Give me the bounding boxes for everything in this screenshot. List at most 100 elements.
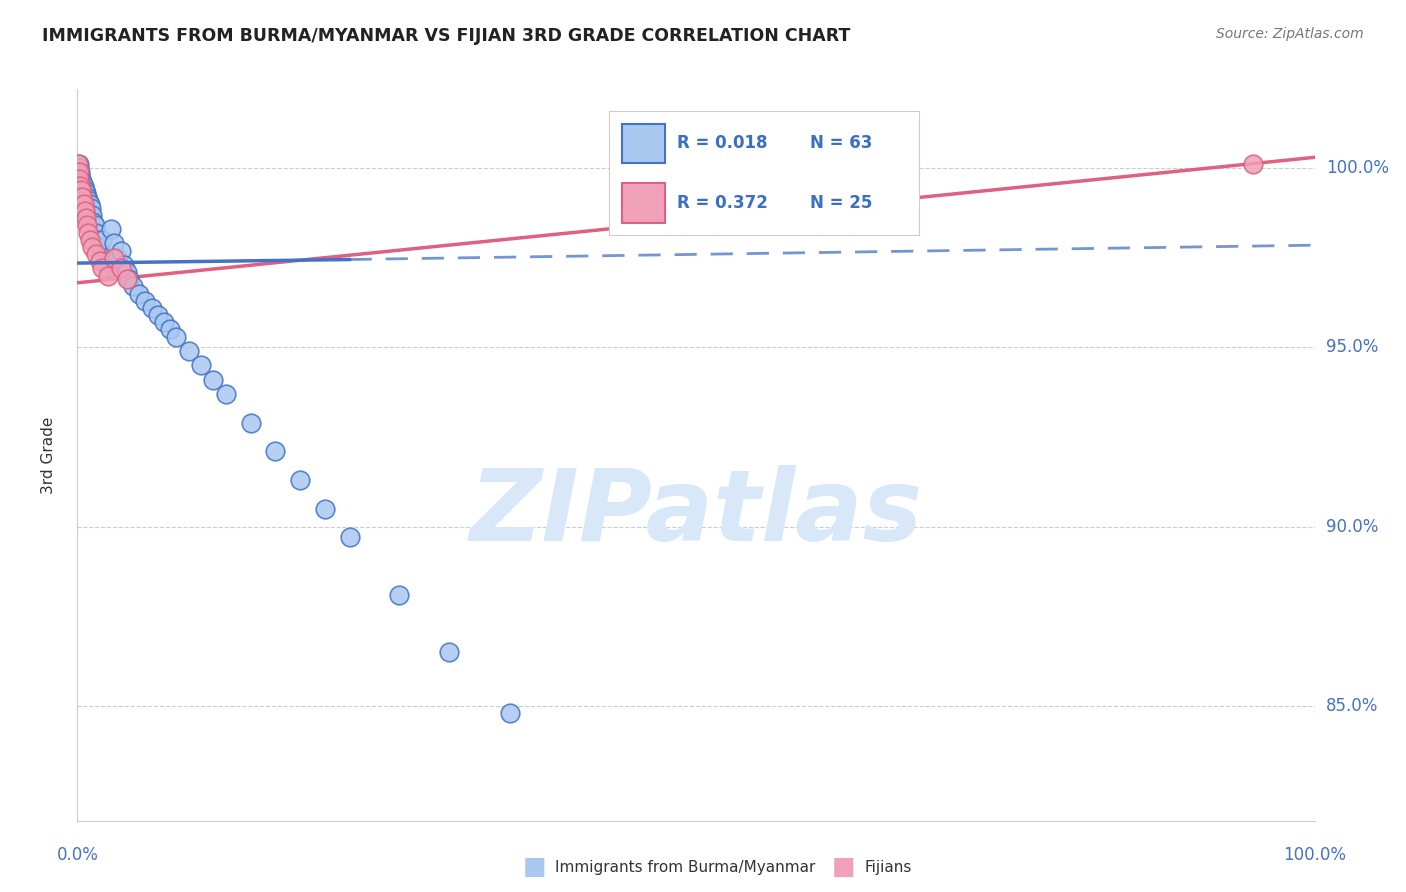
Text: ■: ■	[523, 855, 546, 879]
Point	[75, 201, 97, 215]
Point	[72, 190, 94, 204]
Point	[89, 254, 111, 268]
Point	[66, 157, 89, 171]
Point	[82, 215, 104, 229]
Point	[122, 279, 145, 293]
Point	[66, 164, 89, 178]
Point	[190, 359, 212, 373]
Point	[73, 197, 96, 211]
Point	[288, 473, 311, 487]
Point	[69, 176, 91, 190]
Point	[79, 197, 101, 211]
Bar	[621, 124, 665, 163]
Point	[134, 293, 156, 308]
Point	[105, 251, 128, 265]
Point	[202, 373, 225, 387]
Point	[76, 219, 98, 233]
Point	[165, 329, 187, 343]
Point	[91, 261, 114, 276]
Point	[69, 179, 91, 194]
Point	[100, 222, 122, 236]
Point	[86, 233, 108, 247]
Point	[67, 168, 90, 182]
Point	[69, 186, 91, 201]
Point	[70, 194, 93, 208]
Point	[79, 233, 101, 247]
Text: ■: ■	[832, 855, 855, 879]
Point	[73, 204, 96, 219]
Point	[110, 244, 132, 258]
Y-axis label: 3rd Grade: 3rd Grade	[42, 417, 56, 493]
Point	[93, 254, 115, 268]
Text: 95.0%: 95.0%	[1326, 338, 1378, 357]
Point	[239, 416, 262, 430]
Point	[128, 286, 150, 301]
Point	[339, 530, 361, 544]
Point	[499, 706, 522, 720]
Point	[82, 208, 104, 222]
Point	[77, 194, 100, 208]
Point	[91, 247, 114, 261]
Point	[72, 190, 94, 204]
Point	[103, 251, 125, 265]
Text: 90.0%: 90.0%	[1326, 517, 1378, 535]
Point	[67, 161, 90, 175]
Point	[70, 183, 93, 197]
Text: 0.0%: 0.0%	[56, 846, 98, 863]
Point	[67, 171, 90, 186]
Point	[783, 176, 806, 190]
Point	[153, 315, 176, 329]
Point	[1241, 157, 1264, 171]
Point	[83, 219, 105, 233]
Point	[80, 201, 103, 215]
Point	[89, 240, 111, 254]
Point	[72, 197, 94, 211]
Point	[84, 247, 107, 261]
Text: ZIPatlas: ZIPatlas	[470, 465, 922, 562]
Point	[70, 183, 93, 197]
Text: Immigrants from Burma/Myanmar: Immigrants from Burma/Myanmar	[555, 860, 815, 874]
Point	[73, 183, 96, 197]
Point	[115, 265, 138, 279]
Point	[69, 168, 91, 182]
Point	[159, 322, 181, 336]
Point	[103, 236, 125, 251]
Point	[72, 179, 94, 194]
Text: N = 63: N = 63	[810, 135, 873, 153]
Text: 100.0%: 100.0%	[1326, 159, 1389, 178]
Point	[72, 186, 94, 201]
Point	[70, 197, 93, 211]
Text: IMMIGRANTS FROM BURMA/MYANMAR VS FIJIAN 3RD GRADE CORRELATION CHART: IMMIGRANTS FROM BURMA/MYANMAR VS FIJIAN …	[42, 27, 851, 45]
Point	[97, 268, 120, 283]
Point	[177, 343, 200, 358]
Point	[112, 258, 135, 272]
Text: R = 0.018: R = 0.018	[678, 135, 768, 153]
Point	[388, 588, 411, 602]
Point	[115, 272, 138, 286]
Text: Fijians: Fijians	[865, 860, 912, 874]
Text: Source: ZipAtlas.com: Source: ZipAtlas.com	[1216, 27, 1364, 41]
Point	[75, 186, 97, 201]
Point	[437, 645, 460, 659]
Point	[118, 272, 141, 286]
Point	[264, 444, 287, 458]
Point	[146, 308, 169, 322]
Text: N = 25: N = 25	[810, 194, 873, 212]
Point	[67, 176, 90, 190]
Point	[84, 226, 107, 240]
Point	[67, 164, 90, 178]
Point	[76, 204, 98, 219]
Point	[314, 501, 336, 516]
Point	[79, 211, 101, 226]
Point	[77, 226, 100, 240]
Point	[67, 157, 90, 171]
Point	[110, 261, 132, 276]
Point	[82, 240, 104, 254]
Point	[69, 190, 91, 204]
Point	[70, 171, 93, 186]
Point	[69, 164, 91, 178]
Bar	[621, 183, 665, 223]
Point	[72, 176, 94, 190]
Point	[76, 190, 98, 204]
Point	[97, 261, 120, 276]
